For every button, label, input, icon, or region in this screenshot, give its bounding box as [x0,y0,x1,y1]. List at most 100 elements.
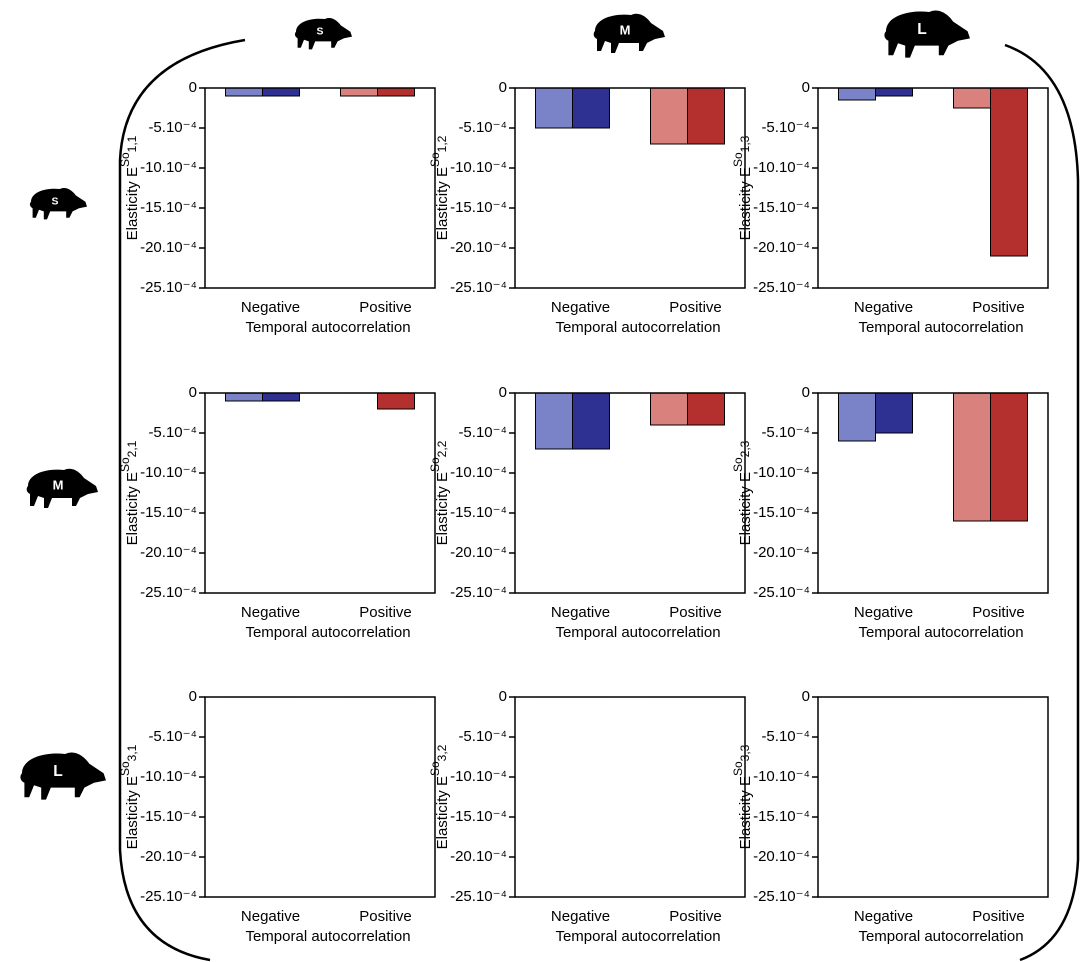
bar [572,392,610,450]
y-tick-label: -10.10⁻⁴ [450,159,507,176]
plot-frame [817,696,1049,898]
y-axis-label-sub: 2,1 [125,440,139,457]
bar [875,87,913,97]
x-axis-label: Temporal autocorrelation [555,319,720,336]
y-axis-label-main: Elasticity E [737,167,754,240]
y-tick-label: -20.10⁻⁴ [140,848,197,865]
x-tick-label: Positive [972,604,1025,621]
bar [225,87,263,97]
y-tick-label: -15.10⁻⁴ [140,504,197,521]
bar [377,392,415,410]
bar [572,87,610,129]
y-axis-label-sup: So [428,152,442,167]
y-axis-label-main: Elasticity E [737,776,754,849]
y-axis-label-main: Elasticity E [434,167,451,240]
y-tick-label: -15.10⁻⁴ [450,199,507,216]
y-axis-label-sup: So [428,761,442,776]
y-axis-label-sub: 1,2 [435,135,449,152]
x-axis-label: Temporal autocorrelation [245,319,410,336]
y-tick-label: -10.10⁻⁴ [450,768,507,785]
x-tick-label: Positive [359,908,412,925]
bar [650,87,688,145]
y-axis-label: Elasticity ESo3,2 [428,744,451,849]
x-tick-label: Negative [854,908,913,925]
x-axis-label: Temporal autocorrelation [555,624,720,641]
y-axis-label-sub: 1,1 [125,135,139,152]
y-tick-label: -15.10⁻⁴ [140,808,197,825]
bar [838,87,876,101]
y-axis-label-sup: So [428,457,442,472]
bar [535,392,573,450]
y-tick-label: -15.10⁻⁴ [140,199,197,216]
y-axis-label: Elasticity ESo1,3 [731,135,754,240]
y-tick-label: -25.10⁻⁴ [753,584,810,601]
y-tick-label: 0 [189,79,197,96]
y-axis-label: Elasticity ESo3,3 [731,744,754,849]
boar-icon: S [29,187,87,220]
size-label: L [53,763,63,780]
y-tick-label: 0 [499,384,507,401]
y-tick-label: -10.10⁻⁴ [753,159,810,176]
boar-icon: S [294,17,352,50]
bar [340,87,378,97]
y-tick-label: -5.10⁻⁴ [761,424,810,441]
y-tick-label: 0 [802,688,810,705]
y-axis-label: Elasticity ESo1,1 [118,135,141,240]
bar [990,87,1028,257]
y-tick-label: -25.10⁻⁴ [140,888,197,905]
y-tick-label: -15.10⁻⁴ [753,808,810,825]
y-tick-label: -5.10⁻⁴ [458,728,507,745]
plot-frame [514,392,746,594]
bar [535,87,573,129]
x-tick-label: Negative [241,604,300,621]
bar [687,392,725,426]
y-tick-label: -5.10⁻⁴ [148,728,197,745]
y-tick-label: -20.10⁻⁴ [140,239,197,256]
bar [838,392,876,442]
col-bracket [1004,43,1080,962]
y-axis-label: Elasticity ESo2,1 [118,440,141,545]
plot-frame [204,696,436,898]
y-axis-label-main: Elasticity E [124,776,141,849]
x-tick-label: Positive [669,908,722,925]
y-tick-label: -10.10⁻⁴ [753,464,810,481]
bar [262,87,300,97]
x-axis-label: Temporal autocorrelation [245,624,410,641]
y-tick-label: 0 [802,79,810,96]
plot-frame [817,392,1049,594]
y-axis-label-sub: 1,3 [738,135,752,152]
boar-icon: L [20,752,107,800]
plot-frame [204,392,436,594]
x-tick-label: Negative [551,908,610,925]
bar [953,392,991,522]
x-axis-label: Temporal autocorrelation [858,928,1023,945]
plot-frame [204,87,436,289]
y-tick-label: -10.10⁻⁴ [140,464,197,481]
y-axis-label-main: Elasticity E [124,472,141,545]
size-label: M [53,477,64,492]
y-tick-label: -10.10⁻⁴ [140,768,197,785]
x-tick-label: Negative [854,299,913,316]
x-tick-label: Positive [359,604,412,621]
bar [650,392,688,426]
y-tick-label: 0 [802,384,810,401]
y-tick-label: -5.10⁻⁴ [458,119,507,136]
y-axis-label-sup: So [118,457,132,472]
y-tick-label: 0 [189,688,197,705]
plot-frame [514,87,746,289]
x-tick-label: Negative [551,604,610,621]
x-tick-label: Negative [854,604,913,621]
x-axis-label: Temporal autocorrelation [555,928,720,945]
x-tick-label: Negative [241,908,300,925]
y-tick-label: 0 [499,79,507,96]
y-tick-label: -25.10⁻⁴ [450,888,507,905]
y-tick-label: -20.10⁻⁴ [450,544,507,561]
y-tick-label: -15.10⁻⁴ [753,199,810,216]
boar-icon: M [593,13,665,53]
y-tick-label: -5.10⁻⁴ [148,119,197,136]
y-axis-label-sup: So [731,457,745,472]
bar [377,87,415,97]
x-axis-label: Temporal autocorrelation [245,928,410,945]
y-axis-label-sub: 3,3 [738,744,752,761]
